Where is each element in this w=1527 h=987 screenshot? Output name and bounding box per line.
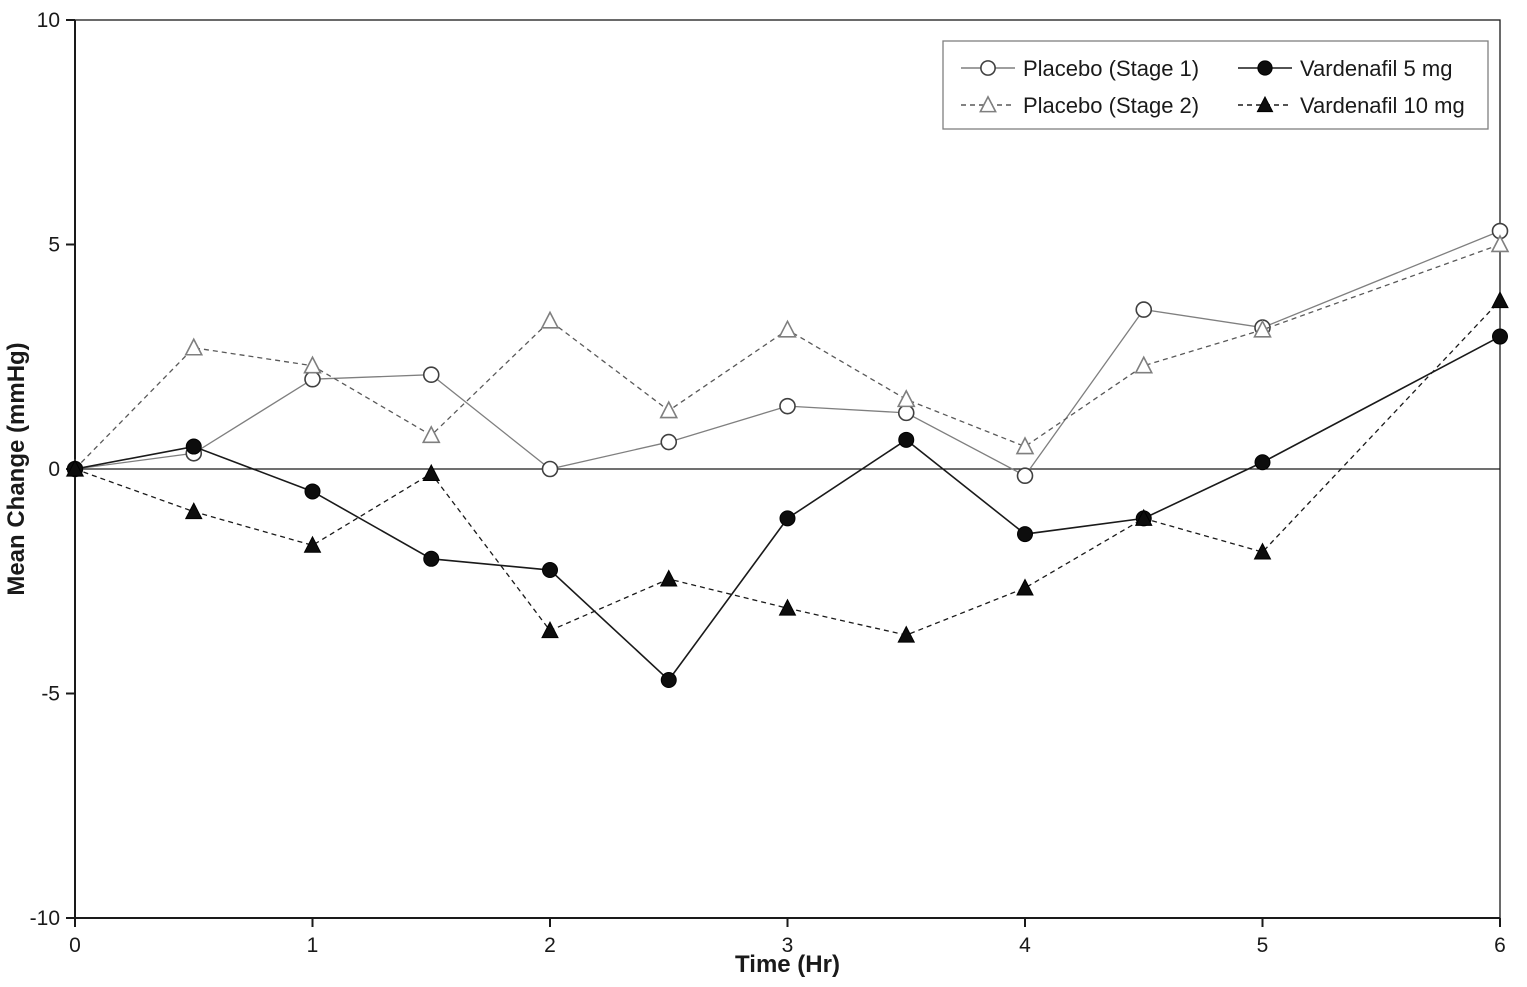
open-circle-marker <box>897 404 915 422</box>
open-triangle-marker <box>979 95 997 113</box>
filled-triangle-marker <box>184 502 203 520</box>
open-triangle-marker <box>1490 234 1510 253</box>
open-circle-marker <box>422 366 440 384</box>
filled-triangle-marker <box>659 569 678 587</box>
filled-triangle-marker <box>1016 578 1034 596</box>
filled-triangle-marker <box>66 459 84 477</box>
legend-item-vardenafil-10-mg: Vardenafil 10 mg <box>1238 93 1465 118</box>
filled-circle-marker <box>1257 60 1273 76</box>
filled-circle-marker <box>1017 526 1033 543</box>
open-triangle-marker <box>303 355 322 374</box>
open-triangle-marker <box>540 310 560 329</box>
series-vardenafil-5-mg <box>67 328 1508 689</box>
x-tick-label: 2 <box>544 934 556 957</box>
filled-circle-marker <box>1492 328 1508 345</box>
open-triangle-marker <box>659 400 679 419</box>
y-axis-title: Mean Change (mmHg) <box>3 342 30 595</box>
open-triangle-marker <box>421 425 441 444</box>
legend-label: Placebo (Stage 2) <box>1023 93 1199 118</box>
legend-label: Vardenafil 10 mg <box>1300 93 1465 118</box>
legend-item-placebo-stage-1: Placebo (Stage 1) <box>961 56 1199 81</box>
open-triangle-marker <box>896 389 916 408</box>
filled-circle-marker <box>1254 454 1271 471</box>
filled-triangle-marker <box>541 621 559 639</box>
y-axis-ticks: 10 5 0 -5 -10 <box>30 9 75 930</box>
filled-circle-marker <box>185 438 202 455</box>
x-tick-label: 5 <box>1257 934 1269 957</box>
open-triangle-marker <box>778 319 797 338</box>
open-circle-marker <box>779 397 796 415</box>
x-axis-ticks: 0 1 2 3 4 5 6 <box>69 918 1506 957</box>
open-circle-marker <box>304 370 321 388</box>
open-circle-marker <box>660 433 678 451</box>
filled-triangle-marker <box>1256 95 1274 113</box>
x-tick-label: 0 <box>69 934 81 957</box>
filled-circle-marker <box>779 510 796 527</box>
filled-triangle-marker <box>1134 508 1153 526</box>
series-line <box>74 335 1501 682</box>
series-vardenafil-10-mg <box>66 291 1509 643</box>
y-tick-label: 10 <box>37 9 60 32</box>
x-tick-label: 3 <box>782 934 794 957</box>
open-circle-marker <box>541 460 559 478</box>
series-line <box>74 243 1501 470</box>
open-triangle-marker <box>1015 436 1035 455</box>
legend-label: Placebo (Stage 1) <box>1023 56 1199 81</box>
legend-item-placebo-stage-2: Placebo (Stage 2) <box>961 93 1199 118</box>
x-tick-label: 6 <box>1494 934 1506 957</box>
open-triangle-marker <box>184 337 204 356</box>
series-line <box>74 230 1501 477</box>
open-circle-marker <box>980 60 996 76</box>
open-circle-marker <box>1135 301 1153 318</box>
x-axis-title: Time (Hr) <box>735 951 840 978</box>
filled-triangle-marker <box>778 598 797 616</box>
open-triangle-marker <box>1134 355 1154 374</box>
open-circle-marker <box>1016 467 1034 485</box>
filled-circle-marker <box>542 562 558 579</box>
legend-item-vardenafil-5-mg: Vardenafil 5 mg <box>1238 56 1452 81</box>
y-tick-label: -5 <box>41 683 60 706</box>
x-tick-label: 1 <box>307 934 319 957</box>
legend-label: Vardenafil 5 mg <box>1300 56 1452 81</box>
filled-triangle-marker <box>1253 542 1272 560</box>
y-tick-label: 5 <box>48 234 60 257</box>
open-triangle-marker <box>1253 319 1272 338</box>
filled-circle-marker <box>660 672 677 689</box>
filled-circle-marker <box>423 550 440 567</box>
filled-triangle-marker <box>1491 291 1509 309</box>
filled-triangle-marker <box>422 463 441 481</box>
x-tick-label: 4 <box>1019 934 1031 957</box>
filled-triangle-marker <box>303 535 322 553</box>
legend-box <box>942 40 1489 130</box>
series-line <box>74 300 1501 636</box>
y-tick-label: 0 <box>48 458 60 481</box>
legend: Placebo (Stage 1) Placebo (Stage 2) Varden… <box>942 40 1489 130</box>
y-tick-label: -10 <box>30 907 60 930</box>
filled-circle-marker <box>304 483 321 500</box>
filled-triangle-marker <box>897 625 916 643</box>
filled-circle-marker <box>898 431 915 448</box>
